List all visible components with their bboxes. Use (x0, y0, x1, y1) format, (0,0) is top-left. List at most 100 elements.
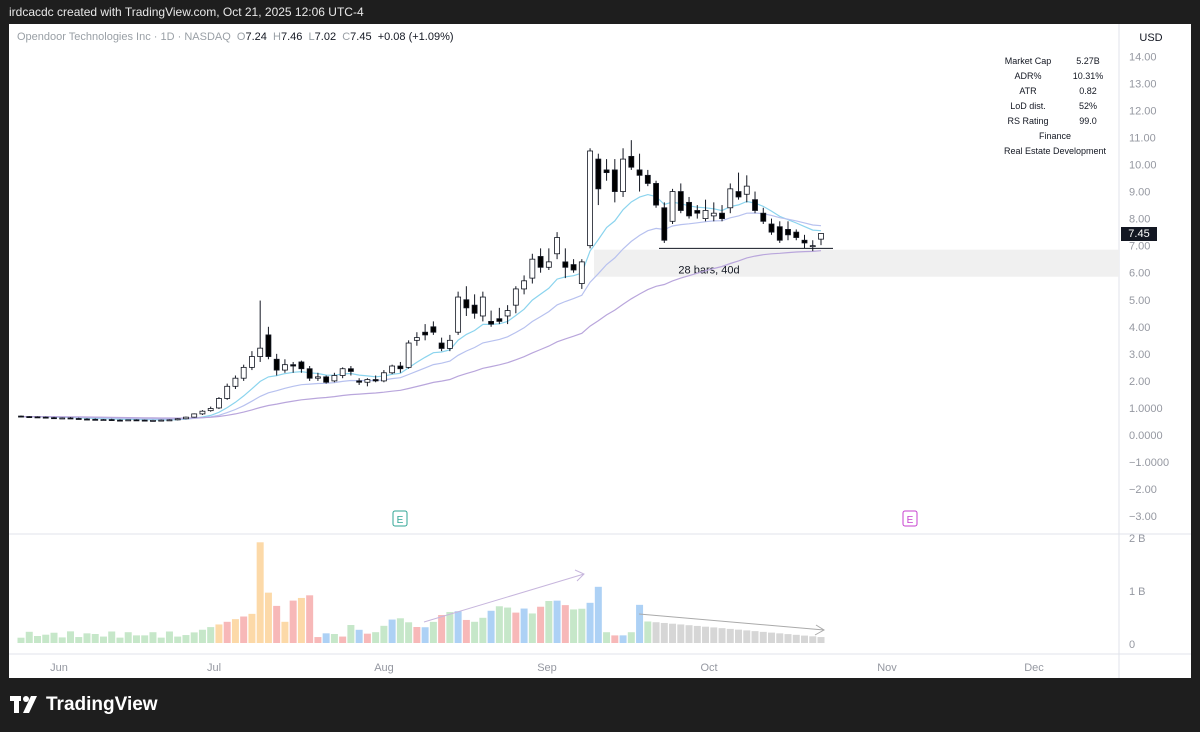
candle-body (265, 334, 272, 357)
ma-50-line (21, 250, 822, 419)
candle-body (636, 169, 643, 176)
price-axis-label: 11.00 (1129, 132, 1156, 144)
volume-bar (347, 625, 355, 643)
volume-bar (693, 625, 701, 643)
time-axis-label: Jul (207, 662, 221, 674)
volume-bar (743, 630, 751, 643)
candle-body (216, 398, 222, 409)
candle-body (438, 342, 445, 349)
symbol-title[interactable]: Opendoor Technologies Inc · 1D · NASDAQ (17, 31, 231, 43)
volume-bar (83, 633, 91, 643)
volume-bar (165, 631, 173, 643)
price-axis-label: 10.00 (1129, 160, 1157, 172)
volume-bar (603, 632, 611, 643)
candle-body (710, 212, 717, 217)
volume-bar (512, 612, 520, 643)
volume-bar (108, 631, 116, 643)
volume-bar (801, 635, 809, 643)
candle-body (331, 375, 338, 382)
last-price-label: 7.45 (1121, 227, 1157, 241)
volume-bar (471, 621, 479, 643)
candle-body (224, 385, 231, 399)
chart-pane[interactable]: 28 bars, 40d 14.00 13.00 12.00 11.00 10.00 9.0… (9, 24, 1191, 678)
tradingview-logo: TradingView (10, 694, 158, 716)
candle-body (545, 261, 552, 268)
price-axis-label: 13.00 (1129, 78, 1157, 90)
volume-axis-label: 2 B (1129, 533, 1146, 545)
volume-trend-up-arrowhead (574, 569, 585, 582)
export-caption-bar: irdcacdc created with TradingView.com, O… (0, 0, 1200, 24)
volume-bar (677, 624, 685, 643)
candle-body (455, 296, 462, 333)
candle-body (117, 419, 123, 422)
volume-bar (281, 621, 289, 643)
volume-bar (520, 608, 528, 643)
candle-body (743, 185, 750, 195)
candle-body (620, 158, 626, 192)
candle-body (644, 174, 651, 184)
candle-body (75, 418, 82, 420)
candle-body (323, 376, 330, 383)
candle-body (628, 155, 635, 168)
candle-body (84, 418, 90, 421)
stat-value: 0.82 (1079, 86, 1097, 96)
volume-bar (735, 629, 743, 643)
currency-selector[interactable]: USD (1139, 32, 1163, 44)
symbol-legend: Opendoor Technologies Inc · 1D · NASDAQ … (17, 31, 454, 43)
volume-bar (50, 632, 58, 643)
candle-body (537, 256, 544, 268)
volume-bar (619, 635, 627, 643)
volume-bar (174, 636, 182, 643)
volume-bar (157, 637, 165, 643)
candle-body (562, 261, 569, 268)
time-axis-label: Sep (537, 662, 557, 674)
volume-bar (207, 627, 215, 643)
candle-body (677, 191, 684, 211)
candle-body (694, 210, 701, 214)
volume-bar (636, 604, 644, 643)
earnings-marker-label: E (907, 515, 914, 526)
volume-bar (132, 635, 140, 643)
candle-body (92, 418, 99, 421)
candle-body (752, 199, 758, 211)
volume-bar (215, 624, 223, 643)
volume-bar (33, 636, 41, 643)
volume-bar (817, 637, 825, 643)
candle-body (430, 326, 437, 333)
candle-body (570, 264, 577, 271)
stats-table: Market Cap 5.27B ADR% 10.31% ATR 0.82 LoD d… (995, 54, 1115, 159)
volume-bar (223, 621, 231, 643)
candle-body (809, 245, 816, 248)
volume-bar (710, 627, 718, 643)
candle-body (232, 377, 239, 387)
volume-bar (66, 631, 74, 643)
candle-body (166, 419, 173, 422)
volume-bar (405, 622, 413, 643)
candle-body (488, 320, 495, 325)
open-value: 7.24 (245, 31, 267, 43)
candle-body (529, 258, 536, 279)
stat-value: 10.31% (1072, 71, 1104, 81)
candle-body (611, 169, 618, 192)
candle-body (496, 318, 503, 322)
candle-body (422, 331, 429, 336)
volume-bar (504, 607, 512, 643)
volume-trend-up (423, 573, 585, 623)
stat-sector: Finance (1038, 131, 1072, 141)
price-axis-label: −1.0000 (1129, 457, 1169, 469)
candle-body (727, 188, 734, 209)
chart-canvas[interactable]: 28 bars, 40d 14.00 13.00 12.00 11.00 10.00 9.0… (9, 24, 1191, 678)
candle-body (479, 296, 486, 317)
candle-body (108, 419, 115, 421)
range-annotation: 28 bars, 40d (678, 265, 739, 277)
candle-body (67, 417, 74, 420)
candle-body (735, 191, 742, 198)
candle-body (315, 376, 321, 379)
time-axis-label: Oct (700, 662, 717, 674)
stat-key: ADR% (1014, 71, 1042, 81)
earnings-marker-label: E (397, 515, 404, 526)
change-value: +0.08 (+1.09%) (377, 31, 454, 43)
volume-bar (652, 622, 660, 643)
low-value: 7.02 (314, 31, 337, 43)
candle-body (18, 415, 24, 418)
